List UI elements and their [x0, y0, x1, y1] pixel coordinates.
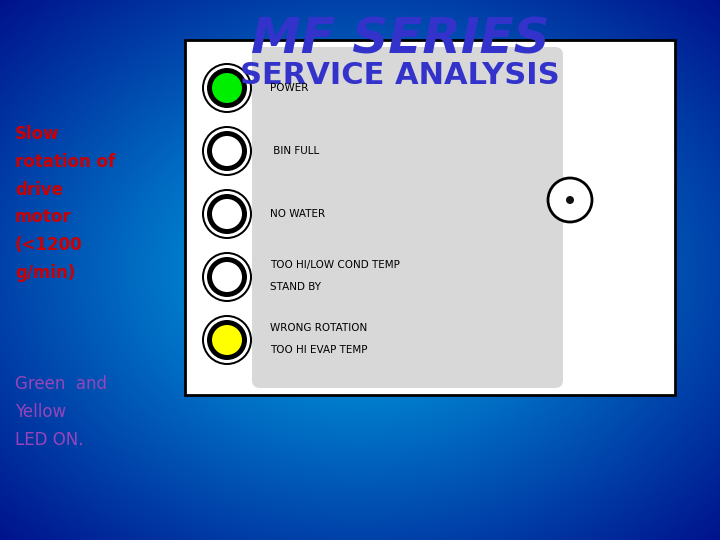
Circle shape [204, 317, 250, 363]
Circle shape [204, 65, 250, 111]
Circle shape [207, 194, 247, 234]
Circle shape [212, 325, 242, 355]
Circle shape [207, 68, 247, 108]
Text: WRONG ROTATION: WRONG ROTATION [270, 323, 367, 333]
Circle shape [566, 196, 574, 204]
Text: Slow
rotation of
drive
motor
(<1200
g/min): Slow rotation of drive motor (<1200 g/mi… [15, 125, 115, 282]
Circle shape [202, 189, 252, 239]
Circle shape [204, 128, 250, 174]
Text: NO WATER: NO WATER [270, 209, 325, 219]
Circle shape [212, 262, 242, 292]
Circle shape [548, 178, 592, 222]
Circle shape [202, 315, 252, 365]
Circle shape [207, 257, 247, 297]
Circle shape [212, 73, 242, 103]
Circle shape [202, 252, 252, 302]
Text: MF SERIES: MF SERIES [251, 16, 549, 64]
Text: TOO HI EVAP TEMP: TOO HI EVAP TEMP [270, 345, 367, 355]
Circle shape [204, 191, 250, 237]
Circle shape [207, 131, 247, 171]
Text: Green  and
Yellow
LED ON.: Green and Yellow LED ON. [15, 375, 107, 449]
Bar [185, 40, 675, 395]
Circle shape [204, 254, 250, 300]
Circle shape [207, 320, 247, 360]
Circle shape [202, 126, 252, 176]
Text: POWER: POWER [270, 83, 308, 93]
Text: BIN FULL: BIN FULL [270, 146, 319, 156]
Circle shape [202, 63, 252, 113]
Text: STAND BY: STAND BY [270, 282, 321, 292]
Text: TOO HI/LOW COND TEMP: TOO HI/LOW COND TEMP [270, 260, 400, 270]
Circle shape [212, 199, 242, 229]
Text: SERVICE ANALYSIS: SERVICE ANALYSIS [240, 60, 560, 90]
FancyBboxPatch shape [252, 47, 563, 388]
Circle shape [212, 136, 242, 166]
